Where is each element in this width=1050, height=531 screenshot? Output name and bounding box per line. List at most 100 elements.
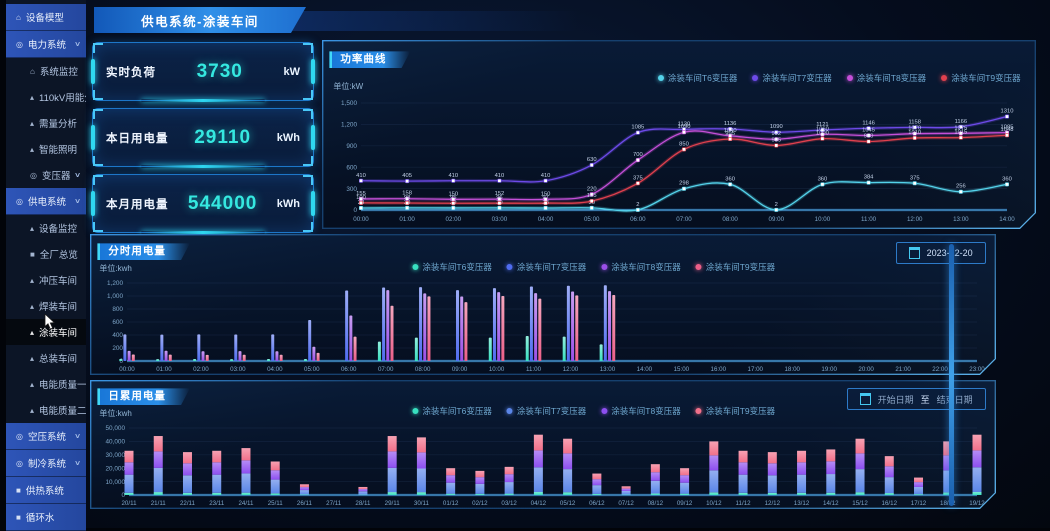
sidebar-item[interactable]: ▴电能质量二 xyxy=(6,397,86,423)
sidebar-item[interactable]: ▴ 总装车间 xyxy=(6,345,86,371)
calendar-icon xyxy=(860,393,871,405)
panel-hourly-energy: 分时用电量 2023-12-20 涂装车间T6变压器涂装车间T7变压器涂装车间T… xyxy=(90,234,996,375)
main-area: 供电系统-涂装车间 实时负荷 3730 kW 本日用电量 29110 kWh 本… xyxy=(86,0,1050,528)
square-icon: ■ xyxy=(16,486,21,495)
svg-text:22/11: 22/11 xyxy=(180,500,196,507)
legend-item[interactable]: 涂装车间T7变压器 xyxy=(507,405,586,417)
scrollbar[interactable] xyxy=(949,244,954,506)
legend-dot xyxy=(847,75,853,81)
svg-text:08/12: 08/12 xyxy=(648,500,664,507)
stat-value: 3730 xyxy=(156,61,284,83)
legend-item[interactable]: 涂装车间T6变压器 xyxy=(412,261,491,273)
svg-text:27/11: 27/11 xyxy=(327,500,343,507)
stat-label: 本月用电量 xyxy=(106,196,169,212)
legend-item[interactable]: 涂装车间T9变压器 xyxy=(696,405,775,417)
sidebar-item[interactable]: ■供热系统 xyxy=(6,477,86,504)
svg-text:00:00: 00:00 xyxy=(120,366,136,373)
sidebar-item-label: 制冷系统 xyxy=(28,456,66,470)
legend-dot xyxy=(412,408,418,414)
date-picker[interactable]: 2023-12-20 xyxy=(896,242,986,264)
panel-body: 分时用电量 2023-12-20 涂装车间T6变压器涂装车间T7变压器涂装车间T… xyxy=(91,235,994,373)
svg-text:11/12: 11/12 xyxy=(736,500,752,507)
sidebar-item[interactable]: ▴电能质量一 xyxy=(6,371,86,397)
gear-icon: ◎ xyxy=(16,197,23,206)
svg-text:14/12: 14/12 xyxy=(823,500,839,507)
legend-item[interactable]: 涂装车间T7变压器 xyxy=(752,72,831,84)
panel-body: 日累用电量 开始日期 至 结束日期 涂装车间T6变压器 涂装车间T7变压器 涂装车间… xyxy=(91,381,994,507)
sidebar-item[interactable]: ▴设备监控 xyxy=(6,215,86,241)
svg-text:18:00: 18:00 xyxy=(785,366,801,373)
sidebar-item[interactable]: ◎变压器∨ xyxy=(6,162,86,188)
svg-text:13:00: 13:00 xyxy=(600,366,616,373)
sidebar-item[interactable]: ▴110kV用能分析 xyxy=(6,84,86,110)
sidebar-item[interactable]: ■循环水 xyxy=(6,504,86,531)
panel-power-curve: 功率曲线 涂装车间T6变压器涂装车间T7变压器涂装车间T8变压器涂装车间T9变压… xyxy=(322,40,1036,229)
svg-text:360: 360 xyxy=(1003,177,1013,183)
legend-item[interactable]: 涂装车间T9变压器 xyxy=(696,261,775,273)
sidebar-item[interactable]: ◎电力系统∨ xyxy=(6,31,86,58)
legend-item[interactable]: 涂装车间T6变压器 xyxy=(658,72,737,84)
svg-text:1,200: 1,200 xyxy=(341,122,357,129)
svg-text:06:00: 06:00 xyxy=(631,216,647,223)
sidebar: ⌂设备模型◎电力系统∨⌂系统监控▴110kV用能分析▴需量分析▴智能照明◎变压器… xyxy=(6,0,86,528)
chevron-down-icon: ∨ xyxy=(74,432,81,440)
svg-text:14:00: 14:00 xyxy=(637,366,653,373)
legend-label: 涂装车间T6变压器 xyxy=(422,405,491,417)
chevron-down-icon: ∨ xyxy=(74,40,81,48)
svg-text:07:00: 07:00 xyxy=(677,216,693,223)
node-icon: ▴ xyxy=(30,224,34,233)
stat-label: 实时负荷 xyxy=(106,64,156,80)
node-icon: ▴ xyxy=(30,354,34,363)
range-separator: 至 xyxy=(921,393,930,406)
sidebar-item[interactable]: ■全厂总览 xyxy=(6,241,86,267)
date-range-picker[interactable]: 开始日期 至 结束日期 xyxy=(847,388,986,410)
svg-text:07/12: 07/12 xyxy=(619,500,635,507)
sidebar-item-label: 需量分析 xyxy=(39,116,77,130)
svg-text:1,500: 1,500 xyxy=(341,101,357,108)
legend-label: 涂装车间T7变压器 xyxy=(517,405,586,417)
panel-title: 日累用电量 xyxy=(97,388,190,405)
sidebar-item[interactable]: ⌂ 设备模型 xyxy=(6,4,86,31)
svg-text:298: 298 xyxy=(680,181,690,187)
svg-text:375: 375 xyxy=(910,176,920,182)
svg-text:1000: 1000 xyxy=(816,131,829,137)
sidebar-item[interactable]: ▴需量分析 xyxy=(6,110,86,136)
svg-text:12/12: 12/12 xyxy=(765,500,781,507)
legend-dot xyxy=(601,408,607,414)
svg-text:30,000: 30,000 xyxy=(106,452,126,459)
sidebar-item-label: 总装车间 xyxy=(39,351,77,365)
svg-text:360: 360 xyxy=(818,177,828,183)
house-icon: ⌂ xyxy=(16,13,21,22)
legend-item[interactable]: 涂装车间T6变压器 xyxy=(412,405,491,417)
sidebar-item[interactable]: ◎空压系统∨ xyxy=(6,423,86,450)
legend-item[interactable]: 涂装车间T7变压器 xyxy=(507,261,586,273)
sidebar-item-label: 设备模型 xyxy=(26,10,64,24)
square-icon: ■ xyxy=(30,250,35,259)
sidebar-item[interactable]: ▴冲压车间 xyxy=(6,267,86,293)
legend-item[interactable]: 涂装车间T9变压器 xyxy=(941,72,1020,84)
sidebar-item[interactable]: ◎制冷系统∨ xyxy=(6,450,86,477)
sidebar-item[interactable]: ▴智能照明 xyxy=(6,136,86,162)
svg-text:03:00: 03:00 xyxy=(492,216,508,223)
legend-label: 涂装车间T6变压器 xyxy=(668,72,737,84)
legend-item[interactable]: 涂装车间T8变压器 xyxy=(847,72,926,84)
legend-item[interactable]: 涂装车间T8变压器 xyxy=(601,261,680,273)
stat-unit: kWh xyxy=(277,198,300,210)
sidebar-item[interactable]: ◎供电系统∨ xyxy=(6,188,86,215)
stat-card-month-energy: 本月用电量 544000 kWh xyxy=(92,174,314,233)
legend-item[interactable]: 涂装车间T8变压器 xyxy=(601,405,680,417)
svg-text:01:00: 01:00 xyxy=(400,216,416,223)
svg-text:410: 410 xyxy=(541,173,551,179)
sidebar-item-label: 焊装车间 xyxy=(39,299,77,313)
svg-text:17:00: 17:00 xyxy=(748,366,764,373)
svg-text:700: 700 xyxy=(633,152,643,158)
svg-text:23:00: 23:00 xyxy=(970,366,986,373)
sidebar-item[interactable]: ⌂系统监控 xyxy=(6,58,86,84)
sidebar-item-label: 冲压车间 xyxy=(39,273,77,287)
svg-text:384: 384 xyxy=(864,175,874,181)
svg-text:30/11: 30/11 xyxy=(414,500,430,507)
svg-text:125: 125 xyxy=(587,193,597,199)
legend-label: 涂装车间T7变压器 xyxy=(517,261,586,273)
svg-text:02/12: 02/12 xyxy=(473,500,489,507)
stat-card-today-energy: 本日用电量 29110 kWh xyxy=(92,108,314,167)
